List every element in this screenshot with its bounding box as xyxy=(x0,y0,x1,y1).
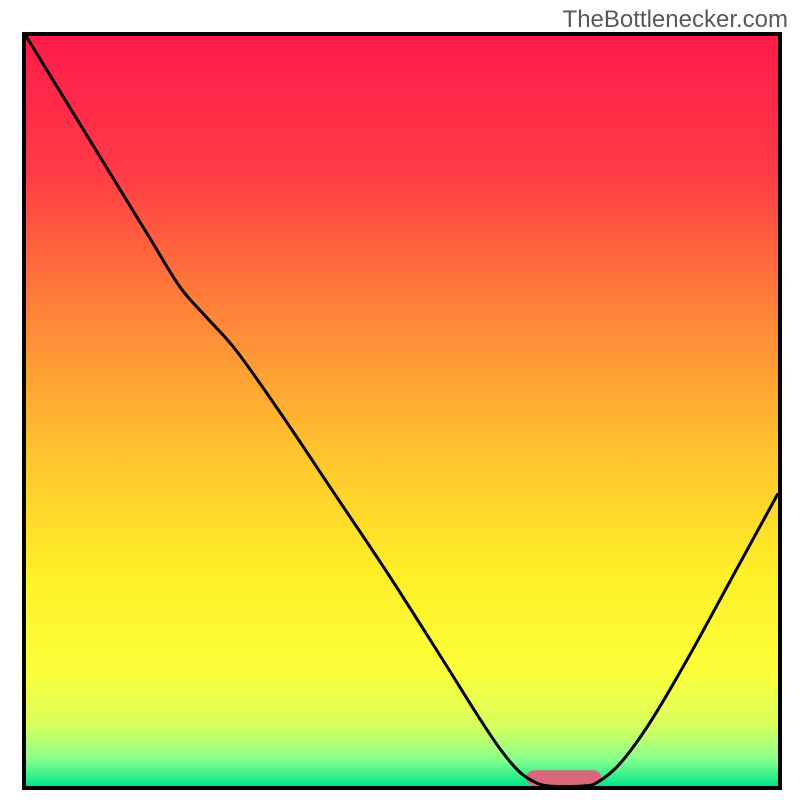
chart-container: { "watermark": { "text": "TheBottlenecke… xyxy=(0,0,800,800)
watermark-text: TheBottlenecker.com xyxy=(563,6,788,34)
plot-area xyxy=(22,32,782,790)
gradient-background xyxy=(26,36,778,786)
